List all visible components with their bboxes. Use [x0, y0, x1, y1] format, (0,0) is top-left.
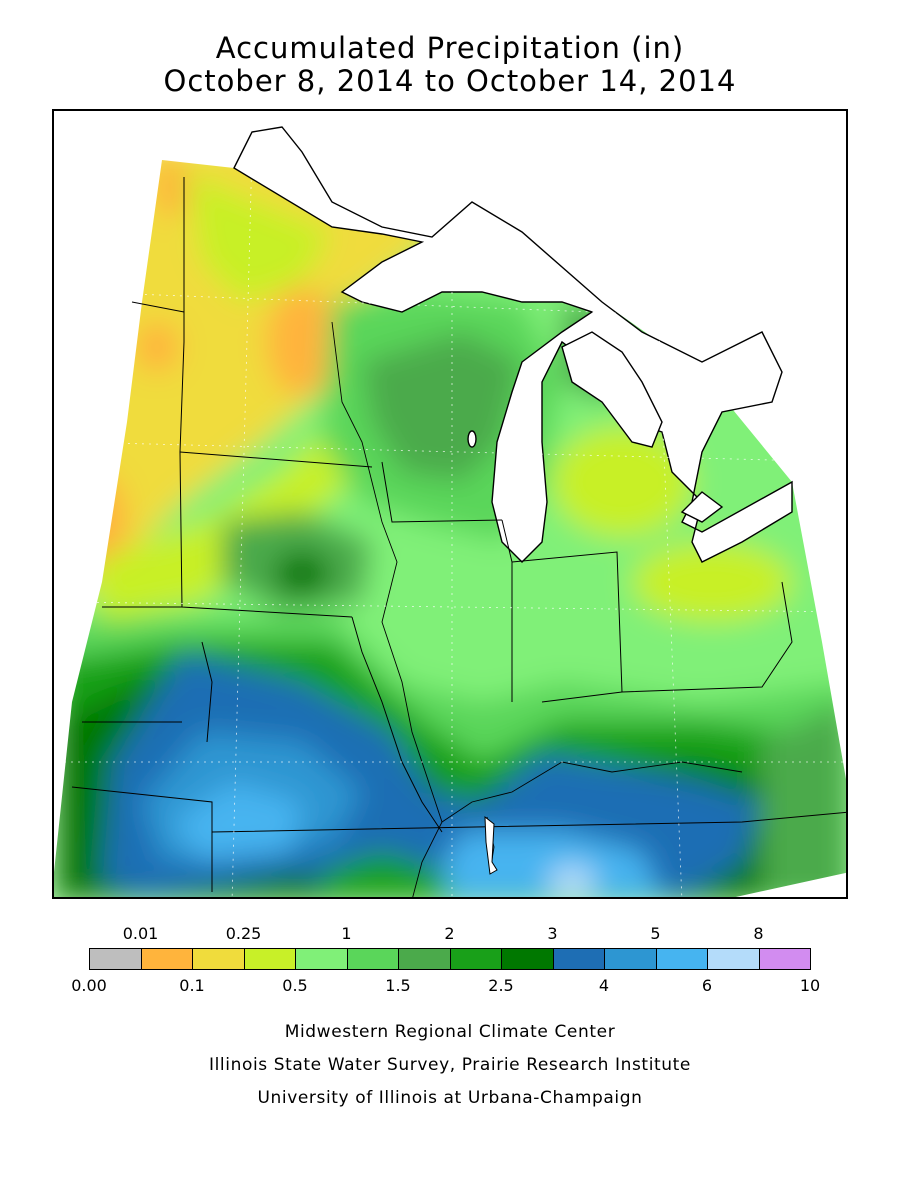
- legend-bottom-label: 0.5: [282, 976, 308, 995]
- legend-bottom-label: 4: [598, 976, 610, 995]
- credit-line-2: Illinois State Water Survey, Prairie Res…: [209, 1055, 691, 1075]
- legend-swatch: [604, 948, 657, 970]
- legend-top-label: 8: [753, 924, 764, 943]
- legend-top-label: 2: [444, 924, 455, 943]
- legend-swatch: [707, 948, 760, 970]
- great-lakes: [233, 126, 793, 563]
- legend-bottom-label: 2.5: [488, 976, 514, 995]
- credit-line-3: University of Illinois at Urbana-Champai…: [257, 1088, 643, 1108]
- legend-swatch: [449, 948, 502, 970]
- legend-swatch: [655, 948, 708, 970]
- legend-bottom-label: 6: [701, 976, 713, 995]
- legend-swatch: [758, 948, 811, 970]
- legend-top-label: 1: [341, 924, 352, 943]
- legend-swatch: [346, 948, 399, 970]
- legend-swatch: [501, 948, 554, 970]
- map-date-range: October 8, 2014 to October 14, 2014: [163, 64, 737, 98]
- map-title: Accumulated Precipitation (in): [215, 31, 685, 65]
- legend-swatch: [243, 948, 296, 970]
- legend-swatch: [398, 948, 451, 970]
- legend-bottom-label: 10: [799, 976, 821, 995]
- legend-top-label: 5: [650, 924, 661, 943]
- legend-swatch: [89, 948, 142, 970]
- legend-swatch: [192, 948, 245, 970]
- legend-bottom-label: 1.5: [385, 976, 411, 995]
- precipitation-map: [54, 126, 846, 897]
- legend-bottom-label: 0.00: [71, 976, 107, 995]
- legend-top-label: 3: [547, 924, 558, 943]
- legend-swatch: [295, 948, 348, 970]
- legend-swatch: [140, 948, 193, 970]
- legend-top-label: 0.01: [122, 924, 159, 943]
- state-boundaries: [71, 177, 846, 892]
- reservoir: [484, 815, 498, 875]
- map-frame: [52, 109, 848, 899]
- graticule: [57, 151, 846, 897]
- credit-line-1: Midwestern Regional Climate Center: [284, 1022, 616, 1042]
- legend-bottom-label: 0.1: [179, 976, 205, 995]
- legend-swatch: [552, 948, 605, 970]
- legend-top-label: 0.25: [225, 924, 262, 943]
